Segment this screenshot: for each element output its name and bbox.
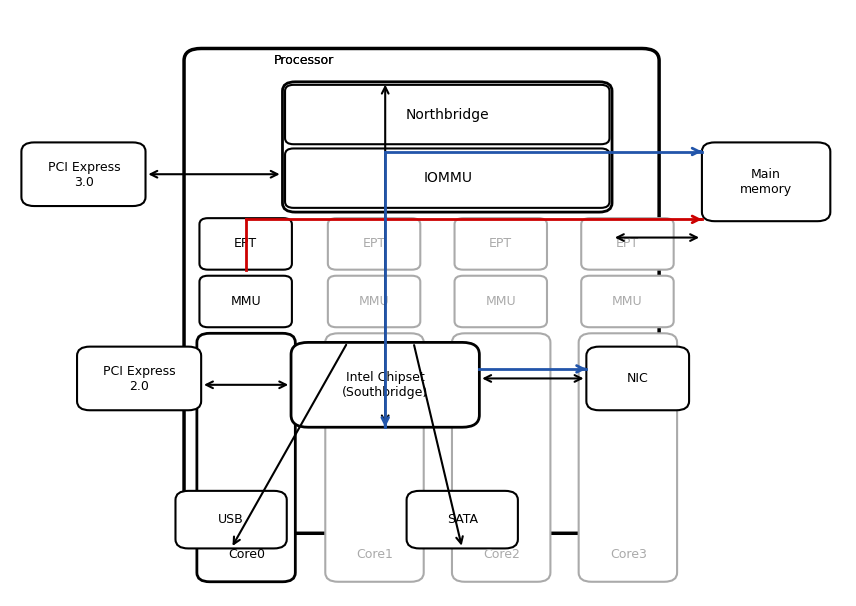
Text: Processor: Processor (274, 54, 334, 67)
Text: IOMMU: IOMMU (423, 171, 473, 185)
FancyBboxPatch shape (455, 218, 547, 270)
FancyBboxPatch shape (581, 276, 674, 327)
Text: NIC: NIC (627, 372, 649, 385)
Text: USB: USB (218, 513, 244, 527)
FancyBboxPatch shape (282, 82, 612, 212)
Text: EPT: EPT (489, 237, 513, 250)
Text: EPT: EPT (362, 237, 386, 250)
Text: Northbridge: Northbridge (406, 107, 490, 122)
Text: MMU: MMU (485, 295, 516, 308)
FancyBboxPatch shape (581, 218, 674, 270)
Text: Intel Chipset
(Southbridge): Intel Chipset (Southbridge) (342, 371, 428, 399)
Text: MMU: MMU (230, 295, 261, 308)
Text: Core1: Core1 (356, 548, 394, 561)
FancyBboxPatch shape (291, 342, 479, 427)
Text: Processor: Processor (274, 54, 334, 67)
FancyBboxPatch shape (77, 347, 201, 410)
Text: PCI Express
2.0: PCI Express 2.0 (104, 365, 175, 393)
Text: Main
memory: Main memory (740, 168, 792, 196)
Text: EPT: EPT (615, 237, 639, 250)
FancyBboxPatch shape (285, 148, 609, 208)
Text: Core0: Core0 (228, 548, 265, 561)
FancyBboxPatch shape (197, 333, 295, 582)
FancyBboxPatch shape (325, 333, 424, 582)
FancyBboxPatch shape (175, 491, 287, 548)
FancyBboxPatch shape (452, 333, 550, 582)
Text: SATA: SATA (447, 513, 478, 527)
FancyBboxPatch shape (455, 276, 547, 327)
Text: Core2: Core2 (483, 548, 520, 561)
FancyBboxPatch shape (184, 48, 659, 533)
Text: MMU: MMU (359, 295, 389, 308)
FancyBboxPatch shape (407, 491, 518, 548)
Text: Core3: Core3 (609, 548, 647, 561)
FancyBboxPatch shape (579, 333, 677, 582)
FancyBboxPatch shape (285, 85, 609, 144)
FancyBboxPatch shape (199, 218, 292, 270)
FancyBboxPatch shape (328, 218, 420, 270)
FancyBboxPatch shape (199, 276, 292, 327)
FancyBboxPatch shape (328, 276, 420, 327)
FancyBboxPatch shape (586, 347, 689, 410)
FancyBboxPatch shape (702, 142, 830, 221)
Text: EPT: EPT (234, 237, 258, 250)
FancyBboxPatch shape (21, 142, 146, 206)
Text: PCI Express
3.0: PCI Express 3.0 (48, 161, 120, 188)
Text: MMU: MMU (612, 295, 643, 308)
